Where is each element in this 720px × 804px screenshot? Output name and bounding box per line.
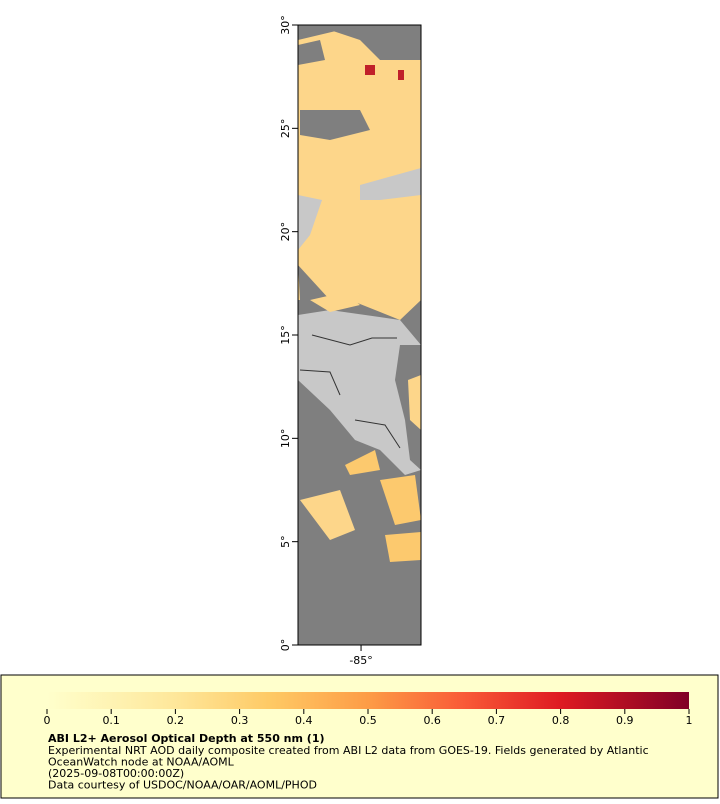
lat-tick-label: 25° xyxy=(279,119,292,139)
colorbar-tick-label: 0.1 xyxy=(102,714,120,727)
colorbar-tick-label: 1 xyxy=(686,714,693,727)
legend-line: Data courtesy of USDOC/NOAA/OAR/AOML/PHO… xyxy=(48,779,317,792)
map-raster xyxy=(298,25,421,645)
colorbar xyxy=(47,692,689,709)
colorbar-tick-label: 0 xyxy=(44,714,51,727)
lat-tick-label: 5° xyxy=(279,535,292,548)
legend-line: Experimental NRT AOD daily composite cre… xyxy=(48,744,649,757)
lat-tick-label: 0° xyxy=(279,639,292,652)
colorbar-tick-label: 0.3 xyxy=(231,714,249,727)
colorbar-tick-label: 0.8 xyxy=(552,714,570,727)
lat-tick-label: 30° xyxy=(279,15,292,35)
lat-tick-label: 10° xyxy=(279,429,292,449)
legend-line: OceanWatch node at NOAA/AOML xyxy=(48,756,235,769)
colorbar-tick-label: 0.5 xyxy=(359,714,377,727)
colorbar-tick-label: 0.4 xyxy=(295,714,313,727)
legend-title: ABI L2+ Aerosol Optical Depth at 550 nm … xyxy=(48,732,325,745)
legend-line: (2025-09-08T00:00:00Z) xyxy=(48,767,184,780)
colorbar-tick-label: 0.9 xyxy=(616,714,634,727)
lat-tick-label: 20° xyxy=(279,222,292,242)
colorbar-tick-label: 0.6 xyxy=(423,714,441,727)
colorbar-tick-label: 0.7 xyxy=(488,714,506,727)
lon-tick-label: -85° xyxy=(349,654,372,667)
colorbar-tick-label: 0.2 xyxy=(167,714,185,727)
lat-tick-label: 15° xyxy=(279,325,292,345)
